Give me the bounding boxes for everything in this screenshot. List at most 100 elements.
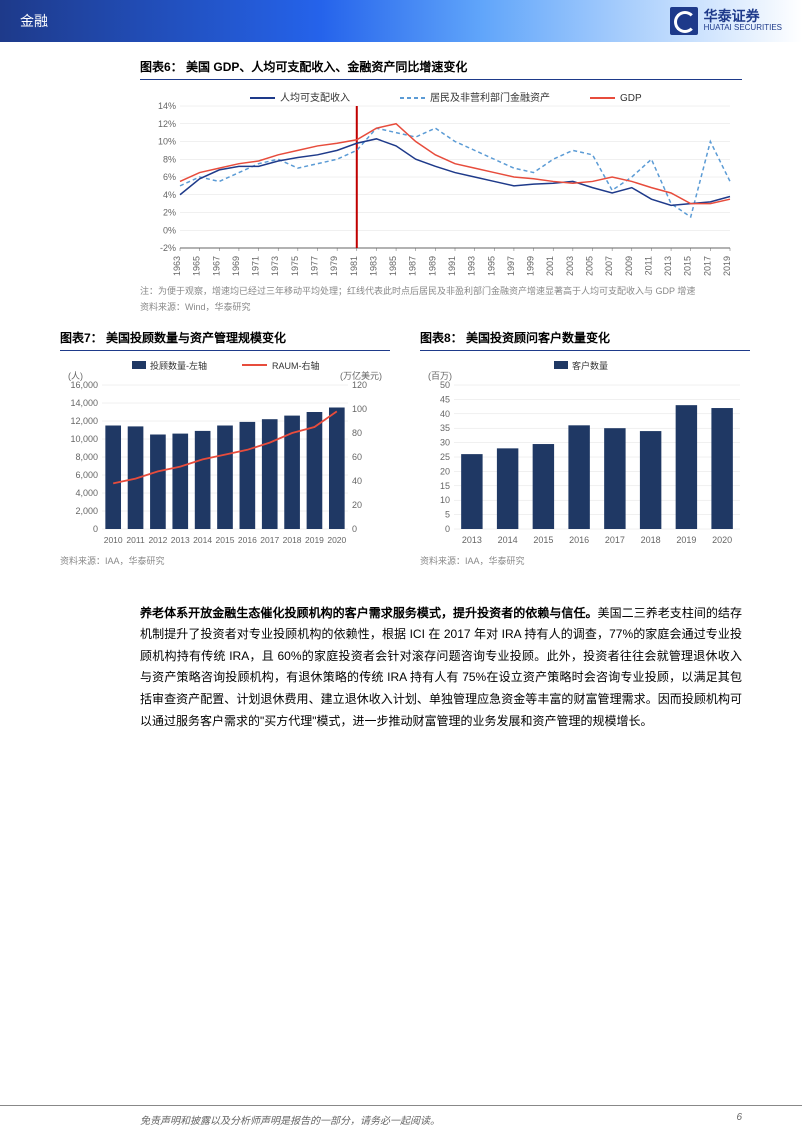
svg-text:60: 60 [352, 452, 362, 462]
header-category: 金融 [20, 11, 48, 31]
svg-text:-2%: -2% [160, 243, 176, 253]
chart8-title: 图表8： 美国投资顾问客户数量变化 [420, 329, 750, 351]
svg-text:2015: 2015 [216, 535, 235, 545]
svg-text:6,000: 6,000 [75, 470, 98, 480]
svg-text:1989: 1989 [427, 256, 437, 276]
svg-text:1979: 1979 [329, 256, 339, 276]
page-number: 6 [736, 1112, 742, 1127]
svg-text:16,000: 16,000 [70, 380, 98, 390]
svg-text:5: 5 [445, 509, 450, 519]
svg-text:2020: 2020 [712, 535, 732, 545]
svg-text:100: 100 [352, 404, 367, 414]
svg-text:2005: 2005 [585, 256, 595, 276]
svg-text:1963: 1963 [172, 256, 182, 276]
svg-text:客户数量: 客户数量 [572, 360, 608, 371]
svg-text:1999: 1999 [526, 256, 536, 276]
svg-text:2007: 2007 [604, 256, 614, 276]
logo-icon [670, 7, 698, 35]
svg-text:2017: 2017 [702, 256, 712, 276]
svg-text:投顾数量-左轴: 投顾数量-左轴 [150, 360, 207, 371]
chart7-block: 图表7： 美国投顾数量与资产管理规模变化 02,0004,0006,0008,0… [60, 329, 390, 567]
svg-text:2003: 2003 [565, 256, 575, 276]
svg-text:10: 10 [440, 495, 450, 505]
svg-text:2013: 2013 [171, 535, 190, 545]
svg-text:2019: 2019 [722, 256, 732, 276]
logo-text: 华泰证券 HUATAI SECURITIES [704, 9, 782, 33]
chart7-title: 图表7： 美国投顾数量与资产管理规模变化 [60, 329, 390, 351]
svg-text:14%: 14% [158, 101, 176, 111]
svg-text:人均可支配收入: 人均可支配收入 [280, 91, 350, 104]
svg-text:12,000: 12,000 [70, 416, 98, 426]
logo-name-cn: 华泰证券 [704, 9, 782, 24]
svg-text:1977: 1977 [310, 256, 320, 276]
svg-text:2013: 2013 [663, 256, 673, 276]
body-paragraph: 养老体系开放金融生态催化投顾机构的客户需求服务模式，提升投资者的依赖与信任。美国… [140, 603, 742, 733]
chart7-container: 02,0004,0006,0008,00010,00012,00014,0001… [60, 357, 390, 552]
svg-text:0: 0 [93, 524, 98, 534]
svg-text:居民及非营利部门金融资产: 居民及非营利部门金融资产 [430, 91, 550, 104]
svg-text:20: 20 [440, 466, 450, 476]
svg-text:4%: 4% [163, 190, 176, 200]
logo-name-en: HUATAI SECURITIES [704, 24, 782, 33]
svg-text:(百万): (百万) [428, 371, 452, 381]
svg-text:2019: 2019 [305, 535, 324, 545]
header-logo: 华泰证券 HUATAI SECURITIES [670, 7, 782, 35]
svg-text:120: 120 [352, 380, 367, 390]
svg-text:2019: 2019 [676, 535, 696, 545]
svg-text:2014: 2014 [498, 535, 518, 545]
svg-text:2017: 2017 [260, 535, 279, 545]
svg-text:(万亿美元): (万亿美元) [340, 370, 382, 381]
svg-text:2014: 2014 [193, 535, 212, 545]
svg-text:2011: 2011 [126, 535, 145, 545]
svg-text:1981: 1981 [349, 256, 359, 276]
svg-text:0: 0 [445, 524, 450, 534]
svg-text:15: 15 [440, 480, 450, 490]
svg-text:10%: 10% [158, 137, 176, 147]
chart8-container: 0510152025303540455020132014201520162017… [420, 357, 750, 552]
svg-text:2009: 2009 [624, 256, 634, 276]
chart6-source: 资料来源：Wind，华泰研究 [140, 300, 742, 313]
svg-text:GDP: GDP [620, 93, 642, 104]
svg-text:2016: 2016 [569, 535, 589, 545]
svg-text:6%: 6% [163, 172, 176, 182]
chart6-block: 图表6： 美国 GDP、人均可支配收入、金融资产同比增速变化 -2% 0% 2% 4%… [140, 58, 742, 313]
svg-text:2011: 2011 [643, 256, 653, 275]
svg-text:1991: 1991 [447, 256, 457, 276]
svg-text:4,000: 4,000 [75, 488, 98, 498]
svg-text:2018: 2018 [641, 535, 661, 545]
svg-text:2%: 2% [163, 208, 176, 218]
svg-text:2017: 2017 [605, 535, 625, 545]
chart8-source: 资料来源：IAA，华泰研究 [420, 554, 750, 567]
svg-text:30: 30 [440, 437, 450, 447]
svg-text:2015: 2015 [533, 535, 553, 545]
svg-text:2001: 2001 [545, 256, 555, 276]
svg-text:20: 20 [352, 500, 362, 510]
svg-text:1971: 1971 [251, 256, 261, 276]
footer-disclaimer: 免责声明和披露以及分析师声明是报告的一部分，请务必一起阅读。 [140, 1112, 440, 1127]
svg-text:1969: 1969 [231, 256, 241, 276]
svg-text:2015: 2015 [683, 256, 693, 276]
chart6-container: -2%0%2%4%6%8%10%12%14%196319651967196919… [140, 86, 742, 281]
svg-text:40: 40 [440, 408, 450, 418]
svg-text:1985: 1985 [388, 256, 398, 276]
chart6-title: 图表6： 美国 GDP、人均可支配收入、金融资产同比增速变化 [140, 58, 742, 80]
svg-text:2010: 2010 [104, 535, 123, 545]
svg-text:RAUM-右轴: RAUM-右轴 [272, 360, 320, 371]
svg-text:2016: 2016 [238, 535, 257, 545]
svg-text:(人): (人) [68, 371, 83, 381]
svg-text:0: 0 [352, 524, 357, 534]
chart6-note: 注：为便于观察，增速均已经过三年移动平均处理；红线代表此时点后居民及非盈利部门金… [140, 285, 742, 298]
svg-text:2013: 2013 [462, 535, 482, 545]
svg-text:1997: 1997 [506, 256, 516, 276]
svg-text:1993: 1993 [467, 256, 477, 276]
svg-text:50: 50 [440, 380, 450, 390]
svg-text:40: 40 [352, 476, 362, 486]
svg-text:1983: 1983 [368, 256, 378, 276]
svg-text:10,000: 10,000 [70, 434, 98, 444]
svg-text:0%: 0% [163, 225, 176, 235]
chart7-svg: 02,0004,0006,0008,00010,00012,00014,0001… [60, 357, 390, 547]
svg-text:35: 35 [440, 423, 450, 433]
svg-text:1967: 1967 [211, 256, 221, 276]
svg-text:1973: 1973 [270, 256, 280, 276]
svg-text:8,000: 8,000 [75, 452, 98, 462]
